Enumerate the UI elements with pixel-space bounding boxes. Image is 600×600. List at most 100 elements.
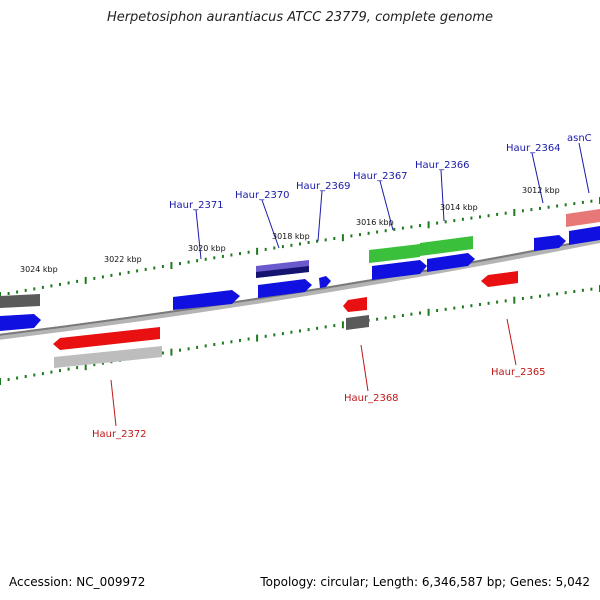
tick-mark: [564, 203, 567, 207]
tick-mark: [307, 328, 310, 332]
tick-mark: [144, 267, 147, 271]
tick-mark: [341, 321, 344, 329]
tick-mark: [187, 260, 190, 264]
gene-label-haur-2372[interactable]: Haur_2372: [92, 429, 147, 440]
tick-mark: [179, 262, 181, 266]
gene-feature-haur-2365[interactable]: [481, 271, 518, 287]
tick-mark: [16, 290, 19, 294]
tick-mark: [161, 265, 164, 268]
gene-feature-blue[interactable]: [569, 226, 600, 245]
gene-feature-haur-2364[interactable]: [534, 235, 566, 251]
gene-label-haur-2370[interactable]: Haur_2370: [235, 190, 290, 201]
tick-mark: [67, 281, 70, 285]
tick-mark: [376, 317, 379, 321]
tick-mark: [0, 378, 1, 385]
tick-mark: [16, 376, 19, 380]
tick-mark: [461, 305, 464, 309]
kbp-label-3014: 3014 kbp: [440, 203, 478, 212]
gene-label-asnc[interactable]: asnC: [567, 133, 592, 144]
gene-feature-blue[interactable]: [258, 279, 312, 298]
tick-mark: [33, 287, 36, 291]
tick-mark: [204, 257, 207, 261]
tick-mark: [359, 233, 361, 237]
gene-feature-dark-gray[interactable]: [0, 294, 40, 308]
tick-mark: [324, 238, 327, 242]
tick-mark: [187, 347, 190, 351]
gene-feature-haur-2370-shade: [256, 266, 309, 278]
gene-feature-haur-2371[interactable]: [173, 290, 240, 310]
gene-label-haur-2368[interactable]: Haur_2368: [344, 393, 399, 404]
tick-mark: [419, 224, 421, 228]
tick-mark: [24, 375, 27, 378]
tick-mark: [521, 297, 524, 300]
tick-mark: [59, 369, 61, 373]
tick-mark: [24, 288, 27, 292]
tick-mark: [41, 285, 44, 289]
tick-mark: [290, 243, 293, 247]
gene-label-haur-2365[interactable]: Haur_2365: [491, 367, 546, 378]
kbp-label-3020: 3020 kbp: [188, 244, 226, 253]
tick-mark: [0, 292, 1, 299]
tick-mark: [299, 329, 301, 333]
tick-mark: [333, 324, 336, 328]
tick-mark: [581, 288, 584, 292]
tick-mark: [307, 241, 310, 244]
gene-label-haur-2364[interactable]: Haur_2364: [506, 143, 561, 154]
tick-mark: [136, 269, 139, 273]
gene-feature-gray[interactable]: [54, 346, 162, 368]
tick-mark: [470, 304, 473, 308]
tick-mark: [76, 279, 79, 283]
tick-mark: [350, 234, 353, 238]
tick-mark: [530, 295, 533, 299]
tick-mark: [427, 308, 430, 316]
tick-mark: [316, 326, 319, 330]
gene-label-haur-2369[interactable]: Haur_2369: [296, 181, 351, 192]
tick-mark: [204, 344, 207, 348]
tick-mark: [230, 340, 233, 344]
tick-mark: [299, 242, 301, 246]
tick-mark: [521, 209, 524, 213]
gene-feature-blue[interactable]: [427, 253, 475, 272]
tick-mark: [33, 373, 36, 377]
tick-mark: [101, 361, 104, 365]
tick-mark: [84, 276, 87, 284]
tick-mark: [59, 282, 61, 286]
tick-mark: [264, 334, 267, 338]
gene-feature-blue[interactable]: [372, 260, 427, 280]
tick-mark: [504, 211, 507, 215]
tick-mark: [196, 345, 199, 349]
tick-mark: [401, 226, 404, 230]
tick-mark: [513, 296, 516, 304]
gene-feature-haur-2368[interactable]: [343, 297, 367, 312]
tick-mark: [341, 234, 344, 242]
tick-mark: [247, 250, 250, 254]
tick-mark: [281, 332, 284, 336]
tick-mark: [161, 351, 164, 355]
tick-mark: [444, 307, 447, 311]
tick-mark: [153, 266, 156, 270]
gene-feature-haur-2372[interactable]: [53, 327, 160, 350]
gene-feature-haur-2367[interactable]: [369, 244, 420, 263]
gene-feature-asnc[interactable]: [566, 209, 600, 227]
tick-mark: [479, 303, 481, 306]
gene-feature-haur-2366[interactable]: [420, 236, 473, 256]
tick-mark: [76, 366, 79, 370]
gene-label-haur-2371[interactable]: Haur_2371: [169, 200, 224, 211]
tick-mark: [539, 206, 541, 210]
tick-mark: [453, 306, 456, 310]
tick-mark: [504, 299, 507, 303]
gene-label-haur-2366[interactable]: Haur_2366: [415, 160, 470, 171]
tick-mark: [230, 253, 233, 257]
tick-mark: [410, 225, 413, 229]
gene-feature-haur-2369[interactable]: [319, 276, 331, 288]
gene-label-haur-2367[interactable]: Haur_2367: [353, 171, 408, 182]
tick-mark: [427, 221, 430, 229]
tick-mark: [573, 290, 576, 293]
gene-feature-dark-gray[interactable]: [346, 315, 369, 330]
tick-mark: [496, 300, 499, 304]
gene-feature-blue[interactable]: [0, 314, 41, 331]
outer-tick-track: [0, 197, 600, 299]
tick-mark: [513, 209, 516, 216]
tick-mark: [50, 370, 53, 374]
